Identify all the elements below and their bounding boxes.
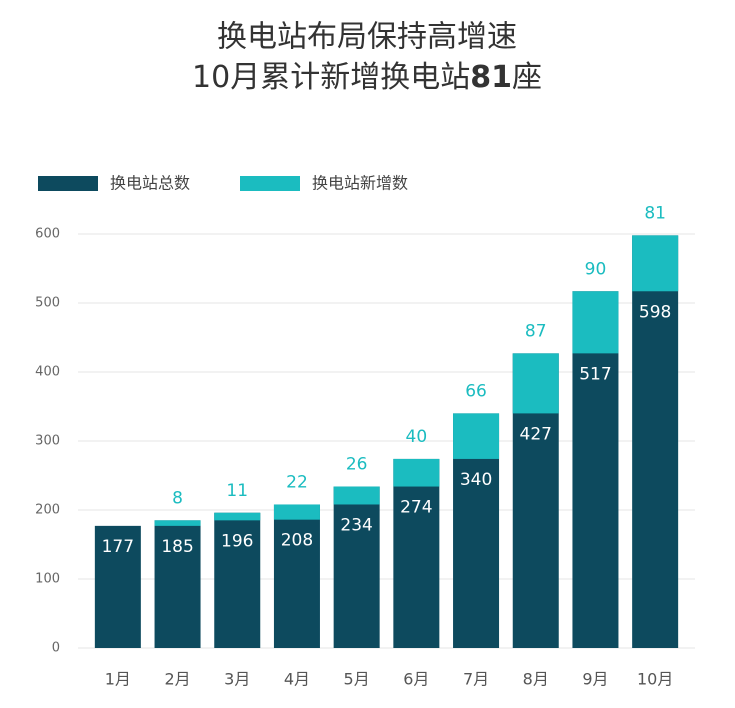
y-tick-label: 0 (52, 641, 60, 656)
new-label: 90 (585, 259, 607, 279)
bar-total (94, 525, 141, 648)
y-tick-label: 400 (35, 365, 60, 380)
x-tick-label: 10月 (637, 670, 673, 689)
subtitle-text: 10月累计新增换电站 (192, 60, 470, 95)
x-tick-label: 2月 (164, 670, 190, 689)
total-label: 208 (281, 531, 313, 551)
chart-subtitle: 10月累计新增换电站81座 (192, 60, 542, 95)
bar-new (273, 504, 320, 520)
total-label: 598 (639, 302, 671, 322)
bar-new (154, 520, 201, 526)
x-tick-label: 5月 (344, 670, 370, 689)
new-label: 8 (172, 488, 183, 508)
y-tick-label: 100 (35, 572, 60, 587)
bar-new (214, 512, 261, 521)
total-label: 427 (520, 424, 552, 444)
bar-total (154, 520, 201, 648)
x-tick-label: 6月 (403, 670, 429, 689)
total-label: 340 (460, 470, 492, 490)
bar-new (512, 353, 559, 414)
y-tick-label: 300 (35, 434, 60, 449)
subtitle-number: 81 (470, 60, 512, 95)
legend-swatch (38, 176, 98, 191)
new-label: 26 (346, 455, 368, 475)
new-label: 81 (644, 203, 666, 223)
legend-swatch (240, 176, 300, 191)
new-label: 22 (286, 472, 308, 492)
total-label: 196 (221, 531, 253, 551)
total-label: 517 (579, 364, 611, 384)
new-label: 87 (525, 321, 547, 341)
y-tick-label: 500 (35, 296, 60, 311)
total-label: 177 (102, 537, 134, 557)
new-label: 66 (465, 381, 487, 401)
legend-label: 换电站新增数 (312, 174, 408, 193)
legend-label: 换电站总数 (110, 174, 190, 193)
x-tick-label: 8月 (523, 670, 549, 689)
x-tick-label: 1月 (105, 670, 131, 689)
total-label: 185 (161, 537, 193, 557)
bar-new (393, 458, 440, 487)
bar-total (632, 235, 679, 648)
bar-total (333, 486, 380, 648)
bar-new (572, 291, 619, 354)
x-tick-label: 9月 (582, 670, 608, 689)
total-label: 234 (340, 515, 372, 535)
y-tick-label: 200 (35, 503, 60, 518)
y-tick-label: 600 (35, 227, 60, 242)
new-label: 40 (406, 427, 428, 447)
x-tick-label: 7月 (463, 670, 489, 689)
bar-new (632, 235, 679, 292)
total-label: 274 (400, 498, 432, 518)
new-label: 11 (226, 481, 248, 501)
bar-total (393, 458, 440, 648)
chart-title: 换电站布局保持高增速 (217, 20, 517, 55)
bar-new (333, 486, 380, 505)
x-tick-label: 3月 (224, 670, 250, 689)
bar-total (214, 512, 261, 648)
x-tick-label: 4月 (284, 670, 310, 689)
bar-total (273, 504, 320, 648)
subtitle-text: 座 (512, 60, 542, 95)
bar-new (453, 413, 500, 459)
